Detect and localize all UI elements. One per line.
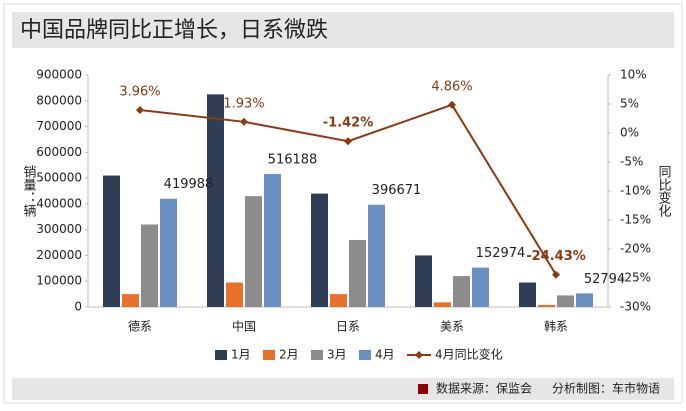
y2-tick-label: 10%: [620, 68, 647, 82]
bar: [434, 302, 451, 307]
data-label: 52794: [584, 272, 625, 287]
bar: [207, 94, 224, 307]
line-marker: [136, 106, 144, 115]
footer-credit: 分析制图：车市物语: [552, 381, 660, 396]
line-marker: [240, 117, 248, 126]
y-tick-label: 800000: [36, 93, 82, 107]
y2-tick-label: -5%: [620, 155, 643, 169]
bar: [453, 276, 470, 307]
legend-label: 4月同比变化: [435, 347, 503, 362]
bar: [519, 282, 536, 307]
y-tick-label: 500000: [36, 171, 82, 185]
bar: [141, 224, 158, 307]
y-tick-label: 100000: [36, 274, 82, 288]
bar: [368, 204, 385, 307]
bar: [103, 175, 120, 307]
y2-tick-label: 5%: [620, 97, 639, 111]
y-tick-label: 400000: [36, 196, 82, 210]
legend-label: 1月: [231, 348, 251, 362]
legend-label: 4月: [375, 348, 395, 362]
data-label: 396671: [372, 183, 422, 198]
chart-title: 中国品牌同比正增长，日系微跌: [20, 18, 328, 43]
legend-label: 3月: [327, 348, 347, 362]
legend-swatch: [215, 350, 227, 360]
line-marker: [552, 270, 560, 279]
y2-tick-label: -15%: [620, 213, 651, 227]
y2-tick-label: -30%: [620, 300, 651, 314]
footer-icon: [418, 384, 428, 394]
data-label: -24.43%: [526, 249, 586, 264]
data-label: 419988: [164, 177, 214, 192]
bar: [415, 255, 432, 307]
legend-swatch: [263, 350, 275, 360]
bar: [122, 294, 139, 307]
data-label: 1.93%: [223, 96, 264, 111]
bar: [311, 193, 328, 307]
line-marker: [344, 137, 352, 146]
bar: [557, 295, 574, 307]
y-tick-label: 200000: [36, 248, 82, 262]
data-label: 516188: [268, 152, 318, 167]
legend-swatch: [359, 350, 371, 360]
y2-tick-label: -25%: [620, 271, 651, 285]
data-label: -1.42%: [323, 116, 374, 131]
y-tick-label: 0: [74, 300, 82, 314]
bar: [538, 304, 555, 307]
data-label: 3.96%: [119, 85, 160, 100]
bar: [472, 267, 489, 307]
legend-label: 2月: [279, 348, 299, 362]
x-tick-label: 美系: [440, 320, 464, 334]
y-tick-label: 300000: [36, 222, 82, 236]
y2-tick-label: 0%: [620, 126, 639, 140]
footer-source: 数据来源：保监会: [436, 381, 532, 396]
bar: [264, 173, 281, 307]
bar: [160, 198, 177, 307]
x-tick-label: 德系: [128, 319, 152, 334]
y2-tick-label: -10%: [620, 184, 651, 198]
bar: [226, 282, 243, 307]
data-label: 152974: [476, 246, 526, 261]
y-tick-label: 600000: [36, 145, 82, 159]
footer-bar: [12, 378, 674, 400]
data-label: 4.86%: [431, 79, 472, 94]
title-bar: [12, 12, 674, 48]
bar: [576, 293, 593, 307]
legend-marker: [415, 351, 423, 359]
x-tick-label: 日系: [336, 320, 360, 334]
bar: [330, 294, 347, 307]
line-marker: [448, 100, 456, 109]
legend-swatch: [311, 350, 323, 360]
y-tick-label: 700000: [36, 119, 82, 133]
x-tick-label: 韩系: [544, 319, 568, 334]
x-tick-label: 中国: [232, 319, 256, 334]
y2-axis-title: 同比变化: [656, 165, 672, 218]
y-axis-title: 销量：辆: [21, 165, 37, 217]
y2-tick-label: -20%: [620, 242, 651, 256]
y-tick-label: 900000: [36, 68, 82, 82]
bar: [349, 239, 366, 307]
bar: [245, 196, 262, 307]
